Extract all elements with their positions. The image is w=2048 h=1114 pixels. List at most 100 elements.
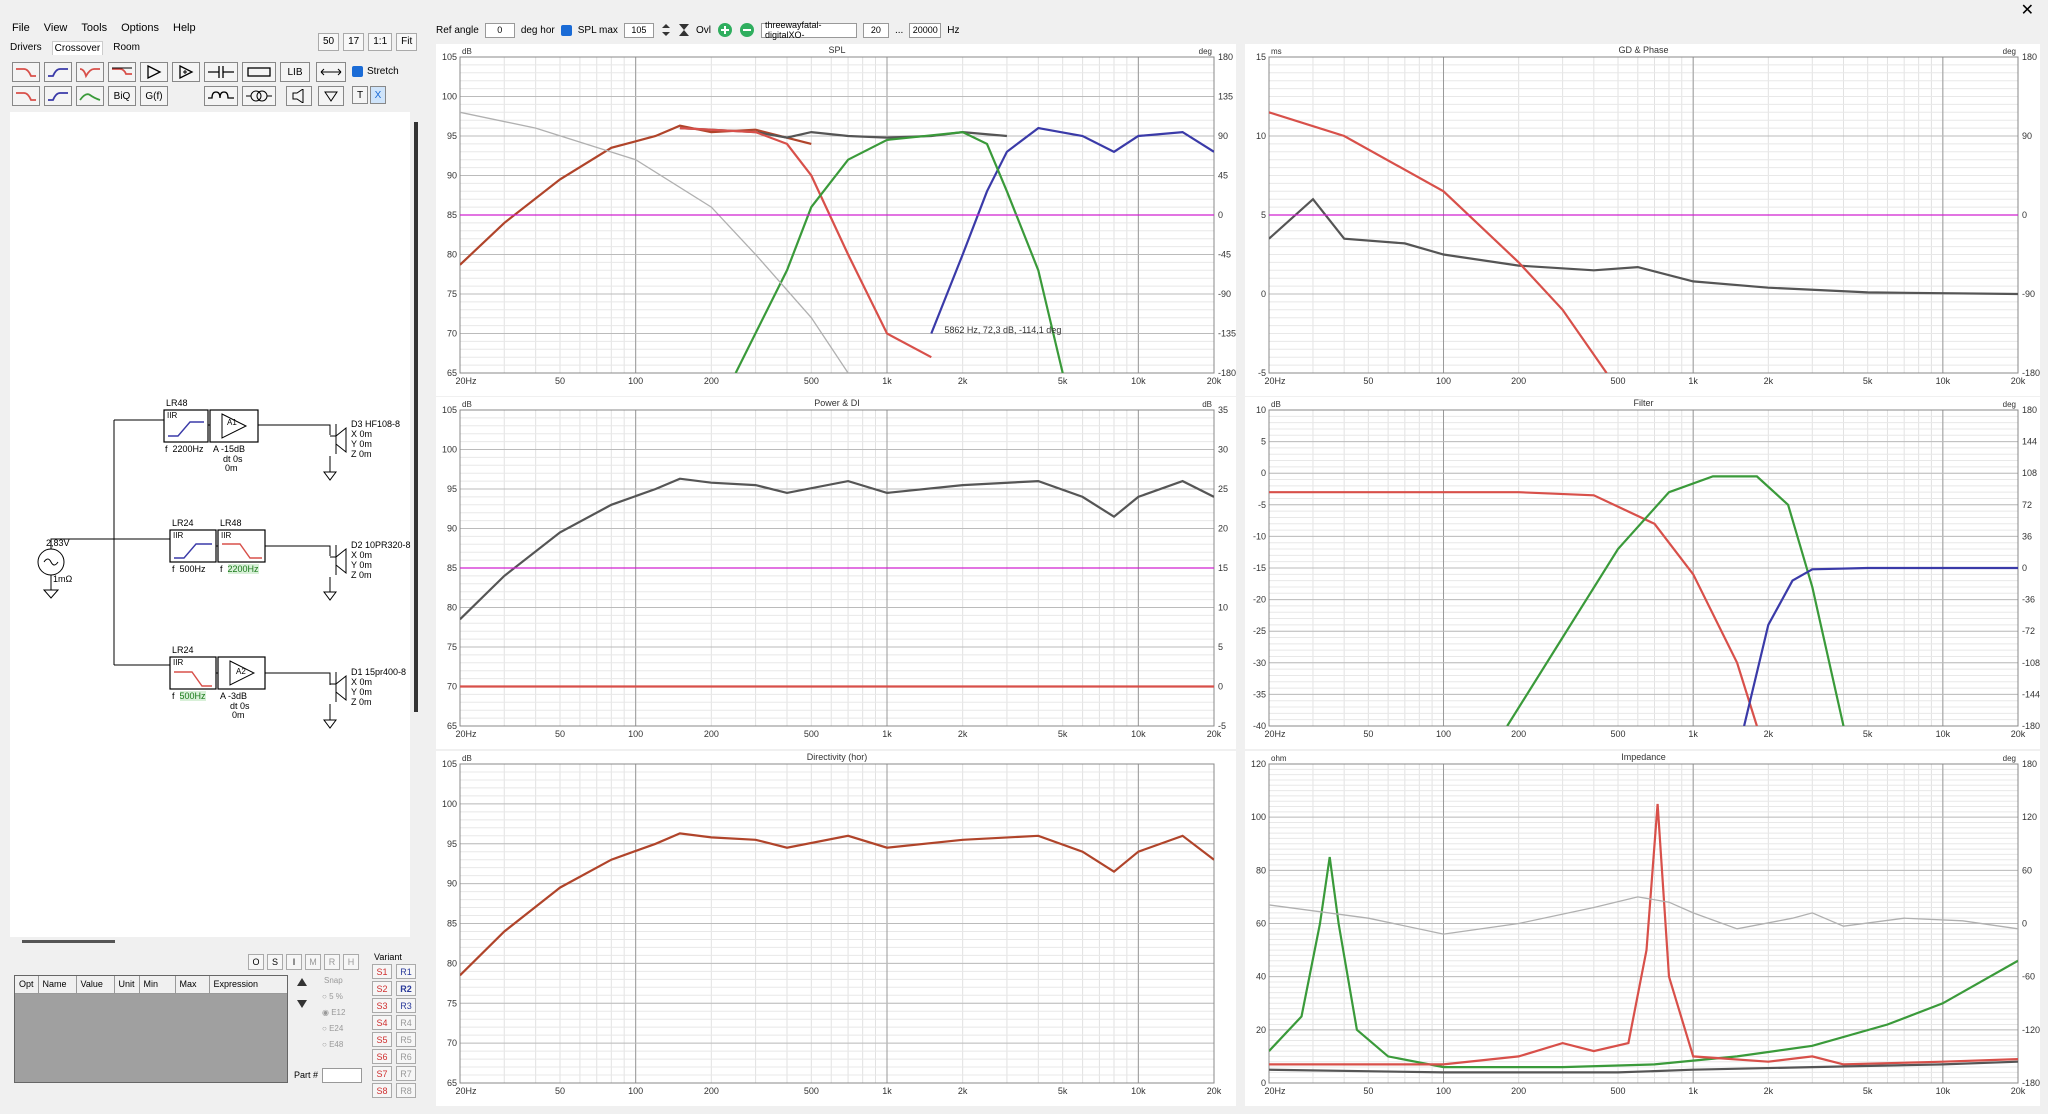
transfer-function-button[interactable]: G(f) — [140, 86, 168, 106]
x-tick-label: 5k — [1863, 376, 1873, 386]
variant-s-button[interactable]: S7 — [372, 1066, 392, 1081]
tab-room[interactable]: Room — [113, 42, 140, 53]
library-button[interactable]: LIB — [280, 62, 310, 82]
zoom-1to1-button[interactable]: 1:1 — [368, 33, 393, 51]
variant-s-button[interactable]: S4 — [372, 1015, 392, 1030]
inductor-tool-button[interactable] — [204, 86, 238, 106]
menu-options[interactable]: Options — [121, 22, 159, 34]
chart-power-di[interactable]: 105 100 95 90 85 80 75 70 65 35 30 25 20 15 10 5 0 -5 20Hz… — [436, 397, 1236, 749]
variant-r-button[interactable]: R3 — [396, 998, 416, 1013]
driver-tool-button[interactable] — [286, 86, 312, 106]
filter-frequency-highlighted[interactable]: f 2200Hz — [220, 564, 259, 574]
variant-r-button[interactable]: R8 — [396, 1083, 416, 1098]
project-name-field[interactable]: threewayfatal-digitalXO- — [760, 20, 857, 40]
ref-angle-input[interactable]: 0 — [484, 22, 515, 38]
filter-frequency[interactable]: f 500Hz — [172, 564, 206, 574]
lowpass2-tool-button[interactable] — [12, 86, 40, 106]
amp-gain[interactable]: A -3dB — [220, 691, 248, 701]
driver-tweeter-label[interactable]: D3 HF108-8 X 0m Y 0m Z 0m — [351, 419, 400, 459]
variant-s-button[interactable]: S6 — [372, 1049, 392, 1064]
snap-e12-option[interactable]: ◉ E12 — [322, 1008, 346, 1017]
chart-gd-phase[interactable]: 15 10 5 0 -5 180 90 0 -90 -180 20Hz 50 100 200 500 1k 2k… — [1245, 44, 2040, 396]
biquad-button[interactable]: BiQ — [108, 86, 136, 106]
delete-tool-button[interactable]: X — [370, 86, 386, 104]
amplifier-tool-button[interactable] — [172, 62, 200, 82]
capacitor-tool-button[interactable] — [204, 62, 238, 82]
shelf-tool-button[interactable] — [108, 62, 136, 82]
spl-spinner-icon[interactable] — [660, 23, 672, 37]
zoom-17-button[interactable]: 17 — [343, 33, 365, 51]
freq-max-input[interactable]: 20000 — [909, 22, 942, 38]
stretch-checkbox[interactable] — [352, 66, 363, 77]
opt-s-button[interactable]: S — [267, 954, 283, 970]
wire-tool-button[interactable] — [316, 62, 346, 82]
close-window-button[interactable]: ✕ — [2020, 2, 2034, 19]
variant-s-button[interactable]: S5 — [372, 1032, 392, 1047]
chart-directivity-hor[interactable]: 105 100 95 90 85 80 75 70 65 20Hz 50 100 200 500 1k 2k 5… — [436, 751, 1236, 1106]
schematic-vertical-scrollbar[interactable] — [414, 122, 418, 712]
part-number-input[interactable] — [322, 1068, 362, 1083]
x-tick-label: 5k — [1058, 376, 1068, 386]
remove-overlay-icon[interactable] — [739, 22, 755, 38]
freq-min-input[interactable]: 20 — [862, 22, 889, 38]
move-up-button[interactable] — [296, 976, 308, 988]
driver-midrange-label[interactable]: D2 10PR320-8 X 0m Y 0m Z 0m — [351, 540, 411, 580]
opt-i-button[interactable]: I — [286, 954, 302, 970]
chart-filter[interactable]: 10 5 0 -5 -10 -15 -20 -25 -30 -35 -40 180 144 108 72 36… — [1245, 397, 2040, 749]
buffer-tool-button[interactable] — [140, 62, 168, 82]
add-overlay-icon[interactable] — [717, 22, 733, 38]
chart-spl[interactable]: 105 100 95 90 85 80 75 70 65 180 135 90 45 0 -45 -90 -13… — [436, 44, 1236, 396]
variant-s-button[interactable]: S1 — [372, 964, 392, 979]
highpass-tool-button[interactable] — [44, 62, 72, 82]
snap-e24-option[interactable]: ○ E24 — [322, 1024, 344, 1033]
amp-gain[interactable]: A -15dB — [213, 444, 246, 454]
variant-r-button[interactable]: R7 — [396, 1066, 416, 1081]
menu-view[interactable]: View — [43, 22, 68, 34]
variant-r-button[interactable]: R6 — [396, 1049, 416, 1064]
bandpass-green-tool-button[interactable] — [76, 86, 104, 106]
variant-r-button[interactable]: R1 — [396, 964, 416, 979]
sort-icon[interactable] — [678, 23, 690, 37]
move-down-button[interactable] — [296, 998, 308, 1010]
filter-frequency[interactable]: f 2200Hz — [165, 444, 204, 454]
parameter-table[interactable]: Opt Name Value Unit Min Max Expression — [14, 975, 288, 1083]
chart-impedance[interactable]: 120 100 80 60 40 20 0 180 120 60 0 -60 -120 -180 20Hz 5… — [1245, 751, 2040, 1106]
schematic-canvas[interactable] — [10, 112, 410, 937]
text-tool-button[interactable]: T — [352, 86, 368, 104]
x-tick-label: 1k — [882, 1086, 892, 1096]
opt-m-button[interactable]: M — [305, 954, 321, 970]
variant-r-button[interactable]: R4 — [396, 1015, 416, 1030]
opt-r-button[interactable]: R — [324, 954, 340, 970]
driver-woofer-label[interactable]: D1 15pr400-8 X 0m Y 0m Z 0m — [351, 667, 406, 707]
lowpass-tool-button[interactable] — [12, 62, 40, 82]
highpass-blue-icon — [48, 68, 68, 77]
highpass2-tool-button[interactable] — [44, 86, 72, 106]
x-tick-label: 20Hz — [1264, 729, 1286, 739]
bandpass-tool-button[interactable] — [76, 62, 104, 82]
stretch-option[interactable]: Stretch — [352, 66, 399, 77]
tab-crossover[interactable]: Crossover — [51, 41, 104, 55]
opt-h-button[interactable]: H — [343, 954, 359, 970]
tab-drivers[interactable]: Drivers — [10, 42, 42, 53]
spl-max-input[interactable]: 105 — [623, 22, 654, 38]
menu-file[interactable]: File — [12, 22, 30, 34]
snap-e48-option[interactable]: ○ E48 — [322, 1040, 344, 1049]
variant-r-button[interactable]: R2 — [396, 981, 416, 996]
menu-tools[interactable]: Tools — [81, 22, 108, 34]
spl-max-checkbox[interactable] — [560, 24, 572, 36]
ground-tool-button[interactable] — [318, 86, 344, 106]
schematic-horizontal-scrollbar[interactable] — [22, 940, 115, 943]
variant-s-button[interactable]: S2 — [372, 981, 392, 996]
chart-title: Filter — [1634, 398, 1654, 408]
zoom-50-button[interactable]: 50 — [318, 33, 340, 51]
transformer-tool-button[interactable] — [242, 86, 276, 106]
variant-s-button[interactable]: S3 — [372, 998, 392, 1013]
variant-s-button[interactable]: S8 — [372, 1083, 392, 1098]
variant-r-button[interactable]: R5 — [396, 1032, 416, 1047]
filter-frequency-highlighted[interactable]: f 500Hz — [172, 691, 206, 701]
snap-5pct-option[interactable]: ○ 5 % — [322, 992, 343, 1001]
opt-o-button[interactable]: O — [248, 954, 264, 970]
resistor-tool-button[interactable] — [242, 62, 276, 82]
zoom-fit-button[interactable]: Fit — [396, 33, 418, 51]
menu-help[interactable]: Help — [173, 22, 196, 34]
